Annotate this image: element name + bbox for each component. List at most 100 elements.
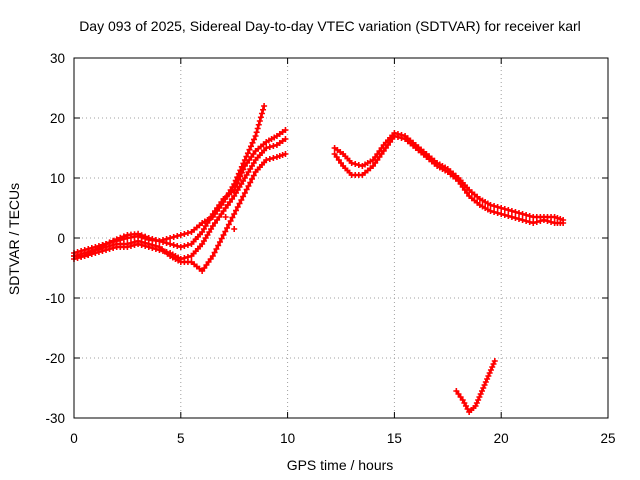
data-point [249,139,256,146]
data-point [253,129,260,136]
data-point [530,220,537,226]
data-point [247,179,254,186]
data-point [516,210,522,216]
data-point [149,242,156,248]
data-point [225,221,232,228]
data-point [266,144,273,150]
data-point [252,133,259,139]
data-point [261,103,268,109]
data-point [184,242,191,248]
data-point [167,235,174,241]
outlier-point [220,196,227,202]
data-point [260,106,267,113]
data-point [394,134,401,140]
chart-title: Day 093 of 2025, Sidereal Day-to-day VTE… [79,18,581,34]
data-point [142,233,149,240]
x-axis-label: GPS time / hours [287,457,394,473]
data-point [184,230,191,236]
data-point [92,247,99,253]
series-line [333,131,565,222]
data-point [512,209,519,215]
data-point [270,143,277,149]
data-point [142,240,149,246]
data-point [270,155,277,161]
data-point [282,151,289,157]
data-point [235,176,242,183]
data-point [526,213,533,219]
data-point [508,214,515,220]
y-tick-label: 30 [50,51,65,66]
y-tick-label: 10 [50,171,65,186]
data-point [231,211,238,217]
data-point [106,243,113,249]
grid [74,58,608,418]
data-point [523,218,530,224]
data-point [258,110,265,117]
data-point [494,210,501,216]
data-point [498,211,505,217]
data-point [519,217,526,223]
data-point [135,238,142,244]
data-point [498,205,505,211]
data-point [247,143,254,150]
data-point [243,186,250,193]
x-tick-label: 20 [494,431,509,446]
data-point [523,212,530,218]
data-point [279,152,286,158]
data-point [398,135,405,141]
data-point [103,244,110,250]
data-point [348,160,355,166]
data-point [138,232,145,239]
data-point [234,204,241,210]
data-point [181,243,188,249]
data-point [149,236,156,242]
data-point [544,218,551,224]
y-tick-label: -10 [45,291,65,306]
data-point [152,243,159,249]
y-tick-label: 0 [57,231,65,246]
data-point [170,234,177,240]
data-point [177,232,184,238]
data-point [95,246,102,252]
data-point [501,212,508,218]
data-point [282,127,289,133]
data-point [156,238,163,244]
data-point [220,232,227,238]
data-point [505,213,512,219]
data-point [222,228,229,235]
data-point [251,136,258,143]
data-point [491,203,498,209]
data-point [560,220,567,226]
data-point [516,216,522,222]
series-track-7 [453,358,498,415]
data-point [257,114,264,121]
data-point [174,233,181,239]
data-point [99,245,106,251]
data-point [110,242,117,248]
data-point [263,157,270,163]
y-tick-label: 20 [50,111,65,126]
series-track-6 [331,133,567,226]
series-line [333,134,565,225]
data-point [508,208,515,214]
data-point [240,193,247,200]
data-point [177,244,184,250]
data-point [255,121,262,128]
data-point [551,214,558,220]
x-tick-label: 10 [280,431,295,446]
series-track-5 [331,130,567,223]
data-point [240,166,247,173]
data-point [117,234,124,241]
data-point [355,162,362,168]
data-point [352,161,359,167]
data-point [238,197,245,203]
data-point [127,240,134,246]
data-point [533,219,540,225]
data-point [218,235,225,242]
x-tick-label: 25 [600,431,615,446]
data-point [276,153,283,159]
data-point [505,207,512,213]
data-point [216,239,223,245]
axis-ticks [73,57,609,419]
